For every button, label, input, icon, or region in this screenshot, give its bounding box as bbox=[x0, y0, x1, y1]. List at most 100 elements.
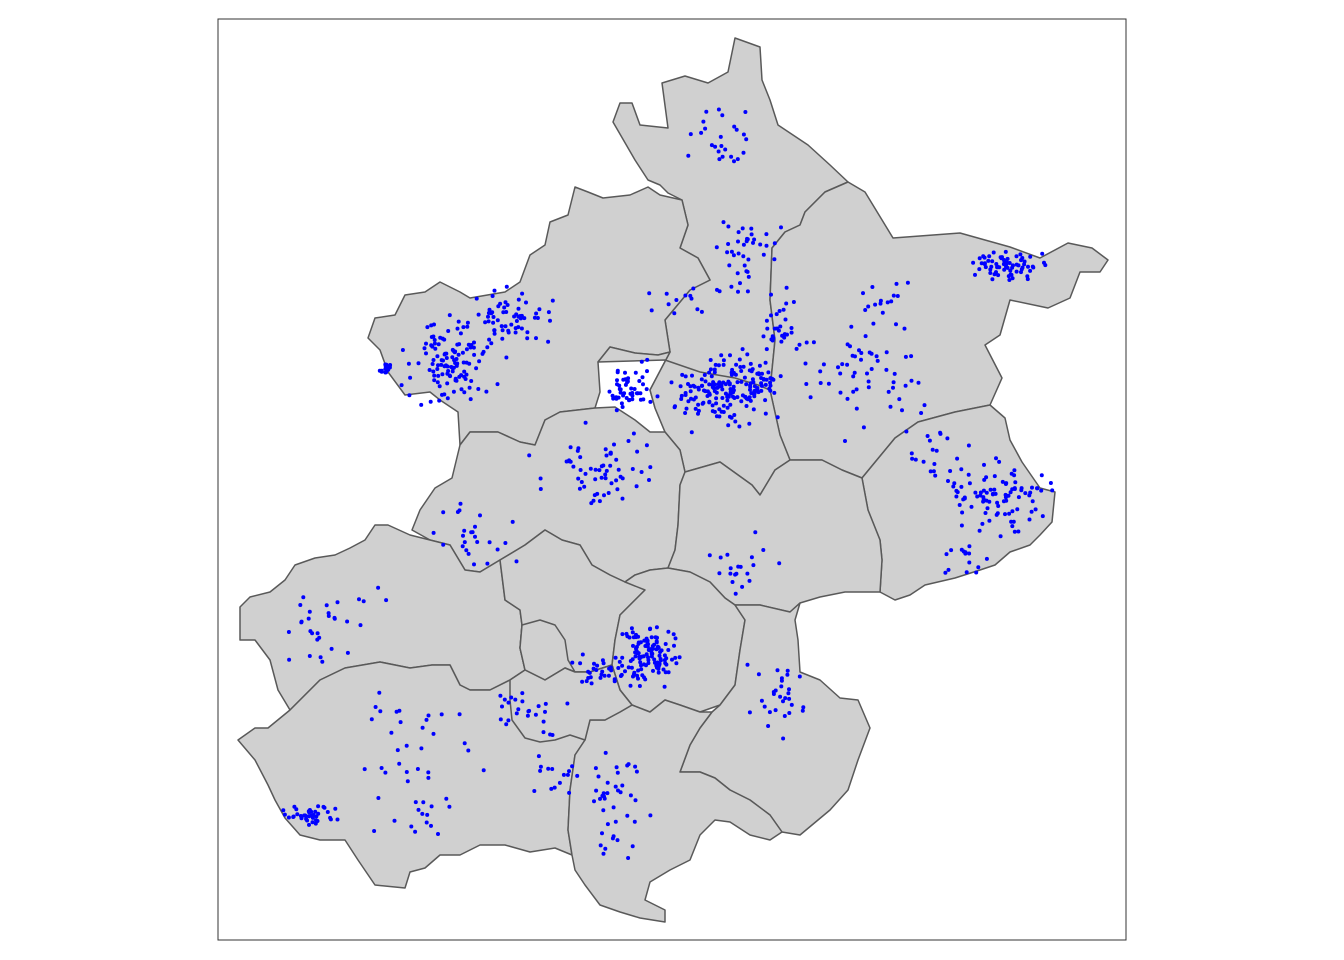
location-point bbox=[610, 393, 615, 398]
location-point bbox=[405, 779, 410, 784]
location-point bbox=[753, 530, 758, 535]
location-point bbox=[731, 253, 736, 258]
location-point bbox=[464, 548, 469, 553]
location-point bbox=[850, 353, 855, 358]
location-point bbox=[707, 392, 712, 397]
location-point bbox=[552, 785, 557, 790]
location-point bbox=[649, 635, 654, 640]
location-point bbox=[656, 670, 661, 675]
location-point bbox=[784, 301, 789, 306]
location-point bbox=[707, 553, 712, 558]
location-point bbox=[957, 503, 962, 507]
location-point bbox=[645, 641, 650, 645]
location-point bbox=[739, 369, 744, 373]
location-point bbox=[801, 705, 806, 710]
location-point bbox=[1014, 254, 1019, 259]
location-point bbox=[1014, 269, 1019, 274]
location-point bbox=[487, 307, 492, 312]
location-point bbox=[804, 340, 809, 345]
location-point bbox=[739, 379, 744, 384]
location-point bbox=[974, 570, 979, 575]
location-point bbox=[982, 255, 987, 260]
location-point bbox=[688, 389, 693, 394]
location-point bbox=[1007, 278, 1012, 282]
location-point bbox=[315, 637, 320, 642]
location-point bbox=[772, 390, 777, 395]
location-point bbox=[990, 491, 995, 496]
location-point bbox=[628, 793, 633, 798]
location-point bbox=[600, 658, 605, 663]
location-point bbox=[789, 330, 794, 335]
location-point bbox=[714, 390, 719, 395]
location-point bbox=[435, 380, 440, 385]
location-point bbox=[737, 357, 742, 362]
point-layer bbox=[281, 107, 1055, 860]
location-point bbox=[782, 332, 787, 337]
location-point bbox=[345, 619, 350, 624]
location-point bbox=[966, 472, 971, 477]
location-point bbox=[1002, 267, 1007, 272]
location-point bbox=[495, 318, 500, 323]
location-point bbox=[737, 424, 742, 429]
location-point bbox=[980, 521, 985, 526]
location-point bbox=[861, 425, 866, 430]
location-point bbox=[717, 571, 722, 576]
location-point bbox=[612, 442, 616, 447]
location-point bbox=[721, 220, 726, 225]
location-point bbox=[1012, 529, 1017, 534]
location-point bbox=[525, 713, 530, 718]
location-point bbox=[591, 498, 596, 503]
location-point bbox=[761, 377, 766, 381]
location-point bbox=[432, 341, 437, 346]
location-point bbox=[514, 711, 519, 716]
location-point bbox=[484, 389, 489, 394]
location-point bbox=[315, 819, 320, 823]
location-point bbox=[821, 362, 826, 367]
location-point bbox=[466, 748, 471, 753]
location-point bbox=[952, 481, 957, 486]
location-point bbox=[719, 353, 724, 358]
location-point bbox=[987, 254, 992, 259]
location-point bbox=[653, 635, 658, 640]
location-point bbox=[618, 390, 623, 395]
location-point bbox=[308, 629, 313, 634]
location-point bbox=[723, 382, 728, 387]
location-point bbox=[686, 382, 690, 386]
location-point bbox=[404, 743, 409, 748]
location-point bbox=[922, 403, 927, 408]
location-point bbox=[415, 767, 420, 771]
location-point bbox=[731, 388, 736, 393]
location-point bbox=[608, 463, 613, 468]
location-point bbox=[990, 277, 995, 282]
location-point bbox=[778, 324, 783, 329]
location-point bbox=[649, 654, 654, 659]
location-point bbox=[959, 467, 964, 472]
location-point bbox=[986, 258, 991, 263]
location-point bbox=[897, 397, 902, 402]
location-point bbox=[1000, 255, 1004, 260]
location-point bbox=[604, 468, 609, 473]
location-point bbox=[704, 109, 709, 114]
location-point bbox=[623, 370, 627, 375]
location-point bbox=[435, 367, 440, 371]
location-point bbox=[463, 377, 468, 381]
location-point bbox=[752, 384, 757, 389]
location-point bbox=[432, 338, 437, 342]
location-point bbox=[306, 616, 311, 621]
location-point bbox=[633, 370, 638, 375]
location-point bbox=[818, 381, 823, 385]
location-point bbox=[718, 555, 723, 560]
location-point bbox=[708, 358, 713, 362]
location-point bbox=[889, 299, 894, 304]
location-point bbox=[1010, 509, 1015, 514]
location-point bbox=[437, 384, 442, 389]
location-point bbox=[630, 391, 635, 395]
location-point bbox=[733, 372, 738, 377]
location-point bbox=[727, 263, 732, 268]
location-point bbox=[787, 696, 792, 701]
location-point bbox=[440, 336, 445, 341]
location-point bbox=[503, 541, 508, 545]
location-point bbox=[745, 269, 750, 274]
location-point bbox=[644, 443, 649, 448]
location-point bbox=[445, 381, 450, 386]
